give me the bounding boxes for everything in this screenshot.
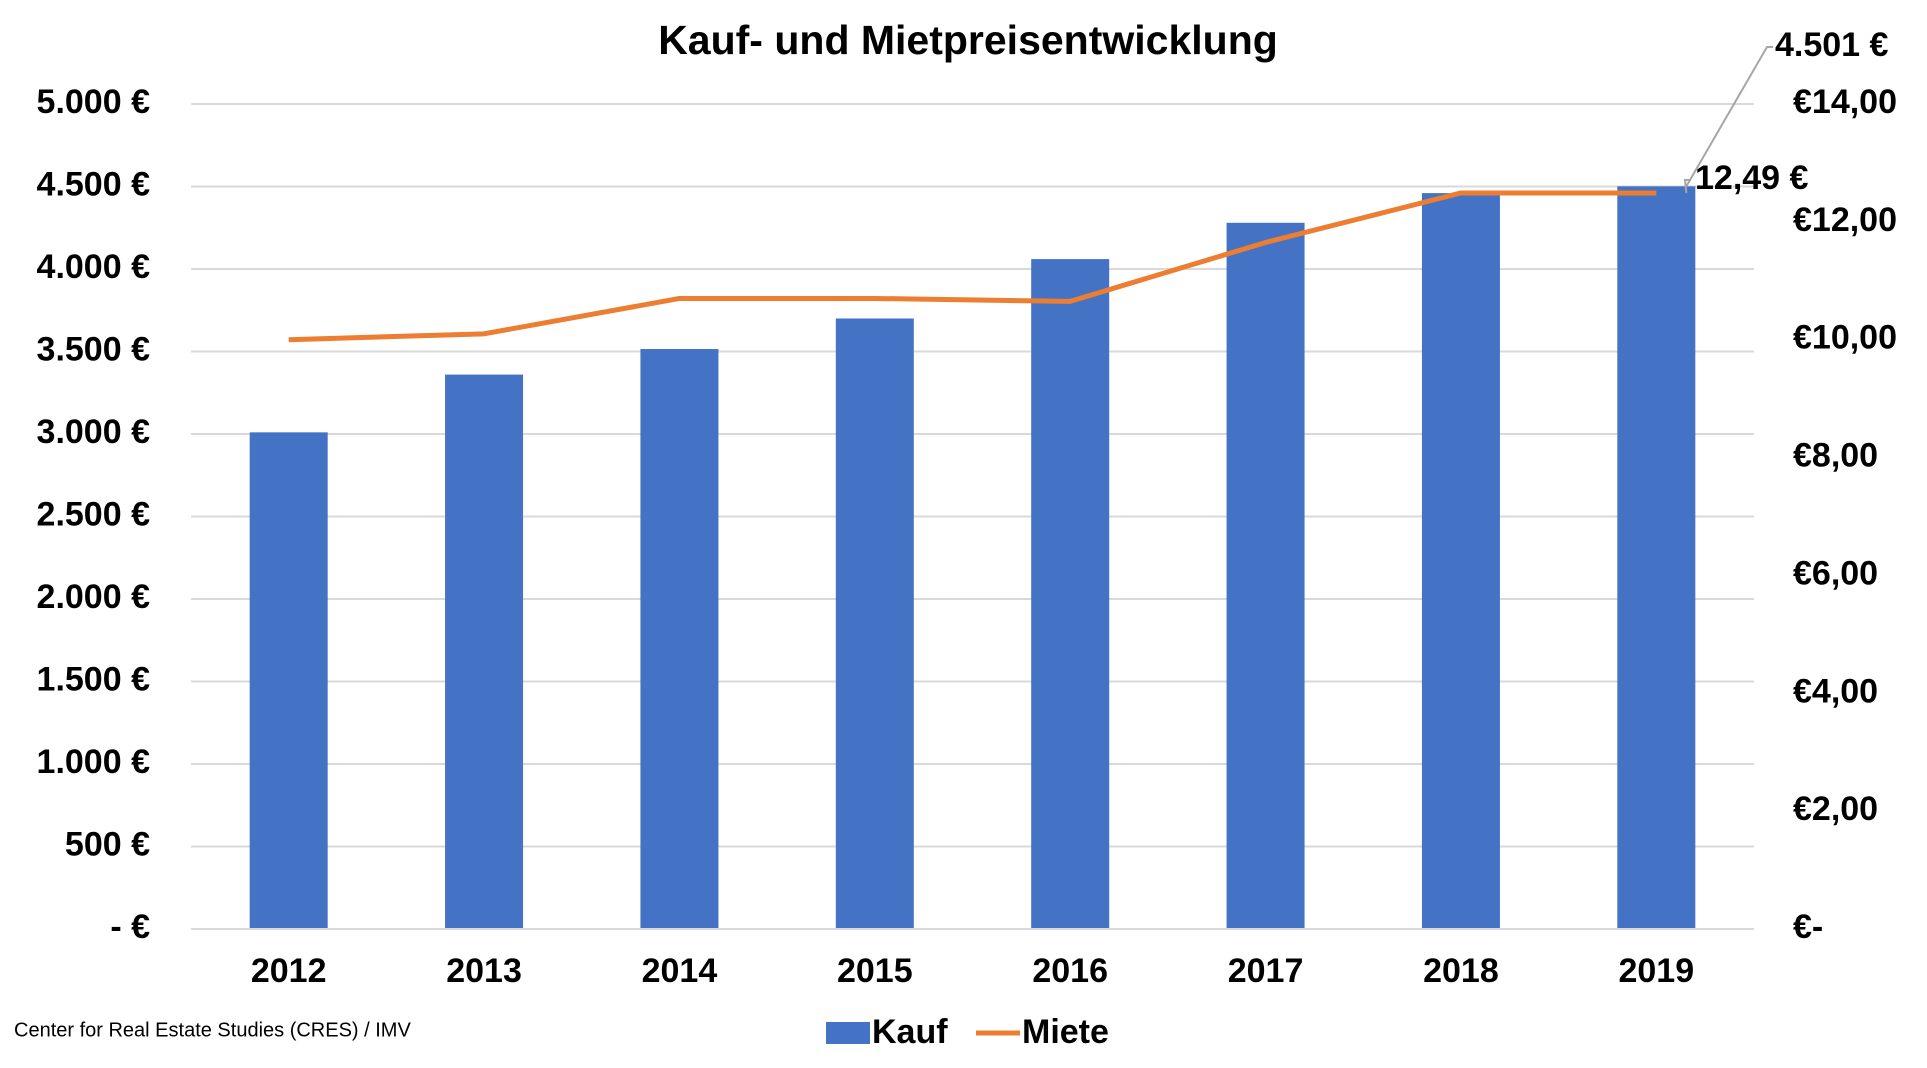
y2-tick-label: €8,00 (1793, 437, 1878, 475)
x-tick-label: 2012 (251, 952, 327, 990)
y2-tick-label: €10,00 (1793, 319, 1897, 357)
y2-tick-label: €- (1793, 908, 1823, 946)
y-tick-label: 2.500 € (37, 495, 151, 533)
bar (249, 432, 328, 929)
bar (445, 374, 524, 930)
bar (1226, 222, 1305, 930)
y-tick-label: 3.000 € (37, 413, 151, 451)
y-tick-label: 1.500 € (37, 660, 151, 698)
x-tick-label: 2015 (837, 952, 913, 990)
source-note: Center for Real Estate Studies (CRES) / … (14, 1019, 411, 1041)
bar (640, 349, 719, 929)
x-tick-label: 2016 (1032, 952, 1108, 990)
y2-tick-label: €2,00 (1793, 790, 1878, 828)
y-tick-label: 5.000 € (37, 83, 151, 121)
leader-line (1683, 179, 1691, 194)
legend-label: Kauf (872, 1013, 948, 1051)
line (288, 190, 1657, 343)
y-tick-label: 4.500 € (37, 165, 151, 203)
y2-tick-label: €6,00 (1793, 554, 1878, 592)
x-tick-label: 2013 (446, 952, 522, 990)
chart-title: Kauf- und Mietpreisentwicklung (658, 17, 1278, 63)
legend-swatch (826, 1022, 870, 1044)
bar (1617, 186, 1696, 929)
x-tick-label: 2014 (642, 952, 718, 990)
leader-line (1685, 46, 1773, 187)
data-label: 4.501 € (1775, 26, 1889, 64)
y2-tick-label: €12,00 (1793, 201, 1897, 239)
y-tick-label: 3.500 € (37, 330, 151, 368)
data-label: 12,49 € (1695, 159, 1809, 197)
y-tick-label: 2.000 € (37, 578, 151, 616)
x-tick-label: 2019 (1618, 952, 1694, 990)
bar (1421, 193, 1500, 930)
y2-tick-label: €14,00 (1793, 83, 1897, 121)
bar (835, 318, 914, 929)
x-tick-label: 2017 (1228, 952, 1304, 990)
y2-tick-label: €4,00 (1793, 672, 1878, 710)
bar (1031, 259, 1110, 930)
y-tick-label: - € (110, 908, 150, 946)
y-tick-label: 4.000 € (37, 248, 151, 286)
y-tick-label: 500 € (65, 825, 150, 863)
legend-label: Miete (1022, 1013, 1109, 1051)
x-tick-label: 2018 (1423, 952, 1499, 990)
y-tick-label: 1.000 € (37, 743, 151, 781)
